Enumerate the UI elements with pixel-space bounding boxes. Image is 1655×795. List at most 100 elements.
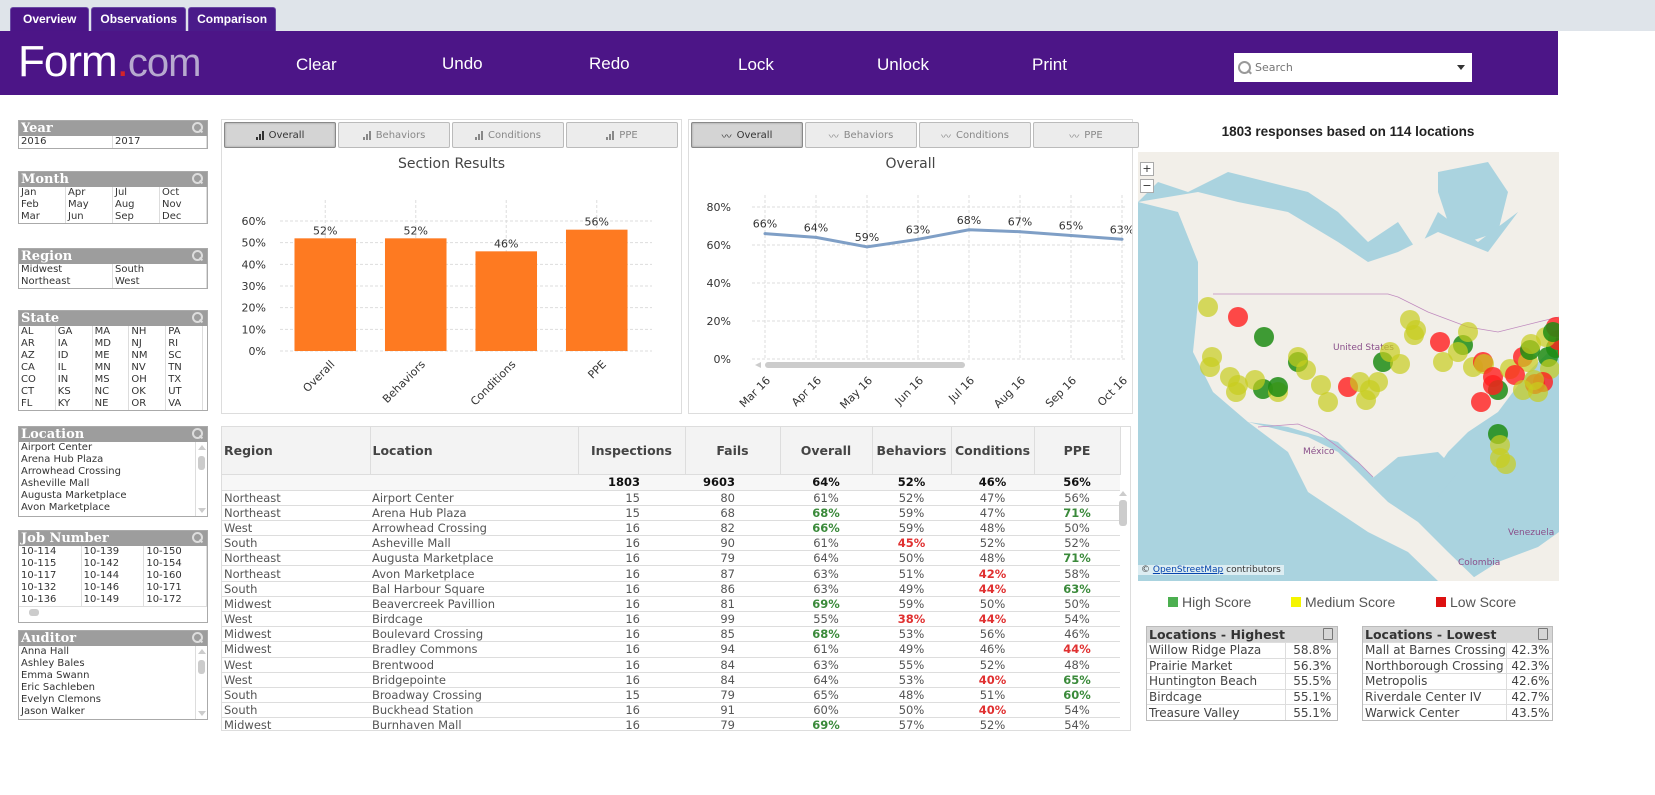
filter-value[interactable]: 2016 xyxy=(19,136,113,148)
rank-row[interactable]: Metropolis 42.6% xyxy=(1363,673,1552,689)
table-row[interactable]: Midwest Boulevard Crossing 16 85 68% 53% 56% 46… xyxy=(222,626,1120,643)
filter-value[interactable]: NC xyxy=(93,386,130,398)
filter-value[interactable]: 10-146 xyxy=(82,582,145,594)
rank-row[interactable]: Birdcage 55.1% xyxy=(1147,688,1337,705)
rank-row[interactable]: Riverdale Center IV 42.7% xyxy=(1363,688,1552,705)
filter-value[interactable]: Dec xyxy=(160,211,207,223)
table-row[interactable]: Midwest Burnhaven Mall 16 79 69% 57% 52% 54% xyxy=(222,717,1120,730)
filter-value[interactable]: Northeast xyxy=(19,276,113,288)
filter-value[interactable]: Jun xyxy=(66,211,113,223)
filter-value[interactable]: AZ xyxy=(19,350,56,362)
openstreetmap-link[interactable]: OpenStreetMap xyxy=(1152,565,1224,575)
filter-value[interactable]: CT xyxy=(19,386,56,398)
filter-value[interactable]: SC xyxy=(166,350,203,362)
filter-value[interactable]: NV xyxy=(129,362,167,374)
clear-selection-icon[interactable] xyxy=(1323,628,1333,640)
filter-value[interactable]: UT xyxy=(166,386,203,398)
table-row[interactable]: Northeast Airport Center 15 80 61% 52% 47% 56% xyxy=(222,490,1120,506)
table-row[interactable]: West Birdcage 16 99 55% 38% 44% 54% xyxy=(222,611,1120,628)
filter-value[interactable]: TX xyxy=(166,374,203,386)
table-row[interactable]: West Bridgepointe 16 84 64% 53% 40% 65% xyxy=(222,672,1120,688)
table-row[interactable]: Midwest Bradley Commons 16 94 61% 49% 46% 44% xyxy=(222,641,1120,658)
filter-value[interactable]: Nov xyxy=(160,199,207,211)
column-header[interactable]: Location xyxy=(370,427,579,475)
lock-button[interactable]: Lock xyxy=(738,55,774,74)
filter-value[interactable]: 10-172 xyxy=(144,594,207,606)
filter-value[interactable]: West xyxy=(113,276,207,288)
filter-value[interactable]: OK xyxy=(129,386,167,398)
line-overall-button[interactable]: 〰 Overall xyxy=(691,122,803,148)
table-row[interactable]: Northeast Augusta Marketplace 16 79 64% 50% 48… xyxy=(222,550,1120,567)
tab-comparison[interactable]: Comparison xyxy=(188,7,277,31)
rank-row[interactable]: Willow Ridge Plaza 58.8% xyxy=(1147,642,1337,658)
table-scrollbar[interactable] xyxy=(1118,491,1128,730)
bar-conditions-button[interactable]: Conditions xyxy=(452,122,564,148)
filter-value[interactable]: OH xyxy=(129,374,167,386)
rank-row[interactable]: Northborough Crossing 42.3% xyxy=(1363,657,1552,674)
filter-value[interactable]: South xyxy=(113,264,207,276)
filter-value[interactable]: 10-132 xyxy=(19,582,82,594)
filter-value[interactable]: Jan xyxy=(19,187,66,199)
column-header[interactable]: Overall xyxy=(780,427,873,475)
filter-value[interactable]: 10-117 xyxy=(19,570,82,582)
filter-value[interactable]: 10-150 xyxy=(144,546,207,558)
filter-value[interactable]: FL xyxy=(19,398,56,410)
column-header[interactable]: PPE xyxy=(1034,427,1121,475)
table-row[interactable]: West Brentwood 16 84 63% 55% 52% 48% xyxy=(222,657,1120,673)
table-row[interactable]: South Asheville Mall 16 90 61% 45% 52% 52% xyxy=(222,535,1120,552)
filter-value[interactable]: Jul xyxy=(113,187,160,199)
search-input[interactable] xyxy=(1255,61,1455,74)
line-ppe-button[interactable]: 〰 PPE xyxy=(1033,122,1139,148)
clear-selection-icon[interactable] xyxy=(1538,628,1548,640)
filter-value[interactable]: Emma Swann xyxy=(21,670,90,681)
filter-value[interactable]: GA xyxy=(56,326,93,338)
filter-value[interactable]: Arrowhead Crossing xyxy=(21,466,121,477)
filter-value[interactable]: CA xyxy=(19,362,56,374)
bar-behaviors-button[interactable]: Behaviors xyxy=(338,122,450,148)
bar-ppe-button[interactable]: PPE xyxy=(566,122,678,148)
search-icon[interactable] xyxy=(192,250,204,262)
table-row[interactable]: South Buckhead Station 16 91 60% 50% 40% 54% xyxy=(222,702,1120,719)
filter-value[interactable]: Mar xyxy=(19,211,66,223)
column-header[interactable]: Behaviors xyxy=(872,427,952,475)
filter-value[interactable]: AR xyxy=(19,338,56,350)
filter-value[interactable]: KY xyxy=(56,398,93,410)
line-behaviors-button[interactable]: 〰 Behaviors xyxy=(805,122,917,148)
rank-row[interactable]: Huntington Beach 55.5% xyxy=(1147,673,1337,689)
filter-value[interactable]: NJ xyxy=(129,338,167,350)
filter-value[interactable]: Anna Hall xyxy=(21,646,70,657)
search-box[interactable] xyxy=(1234,53,1472,82)
tab-overview[interactable]: Overview xyxy=(10,7,90,31)
filter-value[interactable]: NH xyxy=(129,326,167,338)
search-icon[interactable] xyxy=(192,122,204,134)
filter-value[interactable]: CO xyxy=(19,374,56,386)
filter-value[interactable]: MS xyxy=(93,374,130,386)
job-number-scrollbar[interactable] xyxy=(19,606,207,618)
filter-value[interactable]: 10-114 xyxy=(19,546,82,558)
filter-value[interactable]: MD xyxy=(93,338,130,350)
clear-button[interactable]: Clear xyxy=(296,55,337,74)
filter-value[interactable]: May xyxy=(66,199,113,211)
auditor-scrollbar[interactable] xyxy=(195,646,207,719)
filter-value[interactable]: PA xyxy=(166,326,203,338)
filter-value[interactable]: 10-142 xyxy=(82,558,145,570)
filter-value[interactable]: Airport Center xyxy=(21,442,93,453)
rank-row[interactable]: Warwick Center 43.5% xyxy=(1363,704,1552,720)
filter-value[interactable]: ID xyxy=(56,350,93,362)
filter-value[interactable]: Oct xyxy=(160,187,207,199)
column-header[interactable]: Conditions xyxy=(951,427,1035,475)
filter-value[interactable]: 10-160 xyxy=(144,570,207,582)
line-conditions-button[interactable]: 〰 Conditions xyxy=(919,122,1031,148)
filter-value[interactable]: 10-144 xyxy=(82,570,145,582)
location-map[interactable]: United States México Venezuela Colombia xyxy=(1138,152,1559,581)
bar-overall-button[interactable]: Overall xyxy=(224,122,336,148)
map-zoom-in-button[interactable]: + xyxy=(1140,162,1154,176)
filter-value[interactable]: 10-154 xyxy=(144,558,207,570)
filter-value[interactable]: Jason Walker xyxy=(21,706,85,717)
filter-value[interactable]: NE xyxy=(93,398,130,410)
filter-value[interactable]: Augusta Marketplace xyxy=(21,490,127,501)
filter-value[interactable]: Ashley Bales xyxy=(21,658,85,669)
rank-row[interactable]: Treasure Valley 55.1% xyxy=(1147,704,1337,720)
redo-button[interactable]: Redo xyxy=(589,54,630,73)
filter-value[interactable]: 2017 xyxy=(113,136,207,148)
